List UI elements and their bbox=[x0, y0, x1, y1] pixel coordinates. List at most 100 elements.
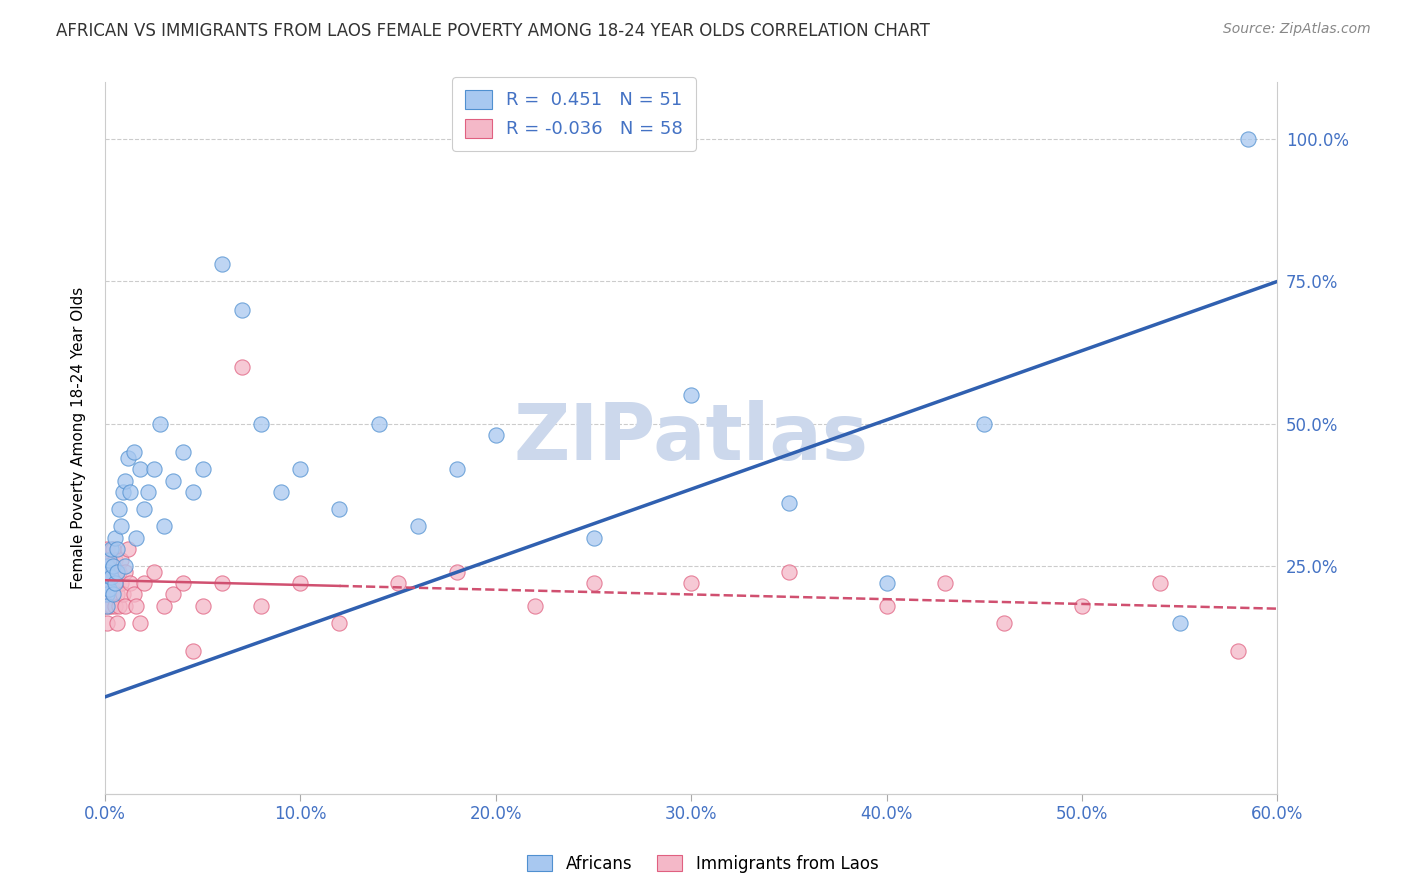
Point bbox=[96, 576, 118, 591]
Point bbox=[124, 445, 146, 459]
Point bbox=[120, 485, 142, 500]
Point bbox=[101, 559, 124, 574]
Point bbox=[290, 576, 312, 591]
Point bbox=[100, 541, 122, 556]
Point bbox=[1237, 132, 1260, 146]
Point bbox=[681, 388, 703, 402]
Point bbox=[328, 502, 350, 516]
Point bbox=[181, 485, 204, 500]
Text: Source: ZipAtlas.com: Source: ZipAtlas.com bbox=[1223, 22, 1371, 37]
Point bbox=[973, 417, 995, 431]
Text: ZIPatlas: ZIPatlas bbox=[513, 400, 869, 476]
Text: AFRICAN VS IMMIGRANTS FROM LAOS FEMALE POVERTY AMONG 18-24 YEAR OLDS CORRELATION: AFRICAN VS IMMIGRANTS FROM LAOS FEMALE P… bbox=[56, 22, 931, 40]
Point bbox=[136, 485, 159, 500]
Point bbox=[387, 576, 409, 591]
Point bbox=[523, 599, 546, 613]
Point bbox=[110, 553, 132, 567]
Point bbox=[211, 576, 233, 591]
Point bbox=[162, 474, 184, 488]
Point bbox=[250, 417, 273, 431]
Point bbox=[104, 576, 127, 591]
Point bbox=[96, 615, 118, 630]
Point bbox=[110, 576, 132, 591]
Point bbox=[231, 359, 253, 374]
Point bbox=[876, 576, 898, 591]
Point bbox=[107, 502, 129, 516]
Point bbox=[152, 519, 174, 533]
Point bbox=[270, 485, 292, 500]
Point bbox=[120, 576, 142, 591]
Point bbox=[114, 474, 136, 488]
Point bbox=[101, 587, 124, 601]
Point bbox=[124, 587, 146, 601]
Legend: Africans, Immigrants from Laos: Africans, Immigrants from Laos bbox=[520, 848, 886, 880]
Point bbox=[100, 599, 122, 613]
Point bbox=[1149, 576, 1171, 591]
Point bbox=[142, 462, 165, 476]
Y-axis label: Female Poverty Among 18-24 Year Olds: Female Poverty Among 18-24 Year Olds bbox=[72, 287, 86, 589]
Point bbox=[367, 417, 389, 431]
Point bbox=[105, 565, 128, 579]
Point bbox=[1071, 599, 1094, 613]
Point bbox=[104, 553, 127, 567]
Point bbox=[111, 587, 134, 601]
Point bbox=[191, 599, 214, 613]
Point bbox=[94, 599, 117, 613]
Point bbox=[105, 541, 128, 556]
Point bbox=[114, 599, 136, 613]
Point bbox=[681, 576, 703, 591]
Point bbox=[231, 302, 253, 317]
Point bbox=[211, 257, 233, 271]
Point bbox=[132, 576, 155, 591]
Point bbox=[111, 485, 134, 500]
Point bbox=[97, 576, 120, 591]
Point bbox=[129, 462, 152, 476]
Point bbox=[96, 599, 118, 613]
Point bbox=[100, 576, 122, 591]
Point bbox=[97, 587, 120, 601]
Point bbox=[172, 576, 194, 591]
Point bbox=[1227, 644, 1250, 658]
Point bbox=[97, 599, 120, 613]
Point bbox=[114, 559, 136, 574]
Point bbox=[485, 428, 508, 442]
Point bbox=[181, 644, 204, 658]
Point bbox=[100, 565, 122, 579]
Point bbox=[117, 541, 139, 556]
Point bbox=[100, 570, 122, 584]
Point bbox=[104, 531, 127, 545]
Point bbox=[129, 615, 152, 630]
Point bbox=[125, 599, 148, 613]
Point bbox=[96, 559, 118, 574]
Point bbox=[96, 541, 118, 556]
Point bbox=[94, 587, 117, 601]
Point bbox=[97, 582, 120, 596]
Point bbox=[172, 445, 194, 459]
Point bbox=[97, 553, 120, 567]
Point bbox=[101, 541, 124, 556]
Point bbox=[94, 576, 117, 591]
Point bbox=[778, 496, 800, 510]
Point bbox=[191, 462, 214, 476]
Point bbox=[290, 462, 312, 476]
Point bbox=[114, 565, 136, 579]
Point bbox=[97, 559, 120, 574]
Point bbox=[250, 599, 273, 613]
Point bbox=[876, 599, 898, 613]
Point bbox=[96, 559, 118, 574]
Point bbox=[993, 615, 1015, 630]
Point bbox=[152, 599, 174, 613]
Point bbox=[96, 587, 118, 601]
Legend: R =  0.451   N = 51, R = -0.036   N = 58: R = 0.451 N = 51, R = -0.036 N = 58 bbox=[453, 77, 696, 151]
Point bbox=[107, 565, 129, 579]
Point bbox=[132, 502, 155, 516]
Point bbox=[96, 587, 118, 601]
Point bbox=[105, 587, 128, 601]
Point bbox=[406, 519, 429, 533]
Point bbox=[110, 519, 132, 533]
Point bbox=[582, 576, 605, 591]
Point bbox=[778, 565, 800, 579]
Point bbox=[96, 565, 118, 579]
Point bbox=[117, 450, 139, 465]
Point bbox=[101, 565, 124, 579]
